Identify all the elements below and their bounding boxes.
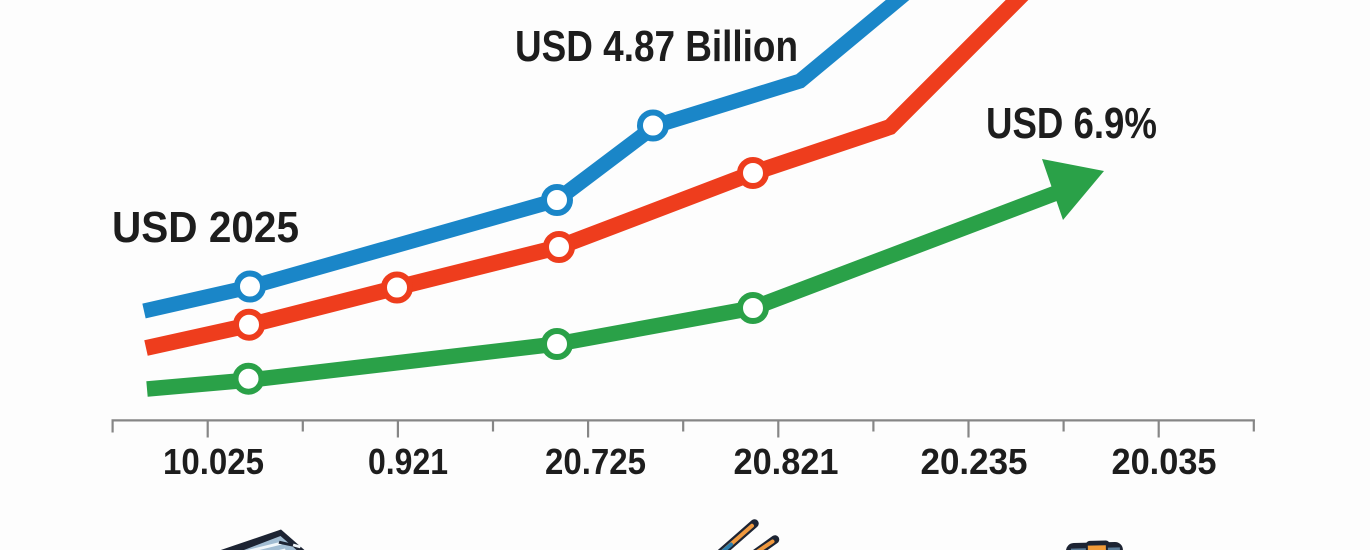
svg-text:USD 6.9%: USD 6.9% bbox=[986, 99, 1157, 148]
svg-text:20.235: 20.235 bbox=[921, 441, 1028, 482]
svg-text:20.821: 20.821 bbox=[734, 441, 839, 482]
svg-text:10.025: 10.025 bbox=[163, 441, 264, 482]
svg-text:USD 4.87 Billion: USD 4.87 Billion bbox=[515, 22, 798, 71]
svg-text:20.035: 20.035 bbox=[1112, 441, 1217, 482]
svg-text:USD 2025: USD 2025 bbox=[112, 203, 299, 252]
svg-text:20.725: 20.725 bbox=[545, 441, 646, 482]
svg-text:0.921: 0.921 bbox=[368, 441, 448, 482]
